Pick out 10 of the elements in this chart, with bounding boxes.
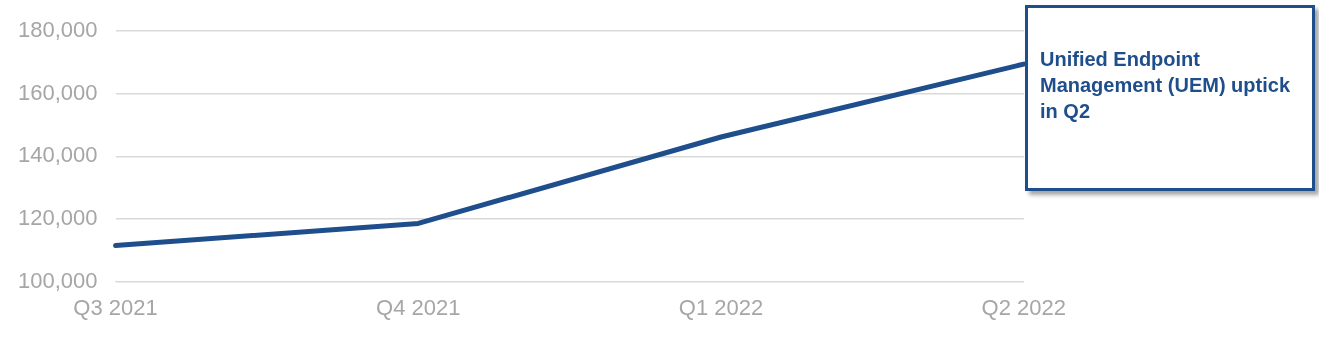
y-tick-label: 180,000 [17,17,98,43]
x-tick-label: Q4 2021 [376,294,461,320]
x-tick-label: Q2 2022 [981,294,1066,320]
x-tick-label: Q3 2021 [73,294,158,320]
y-tick-label: 120,000 [17,205,98,231]
y-tick-label: 140,000 [17,142,98,168]
text: Unified Endpoint Management (UEM) uptick in Q2 [1025,5,1315,191]
x-tick-label: Q1 2022 [678,294,764,320]
y-tick-label: 160,000 [17,79,98,105]
y-tick-label: 100,000 [17,267,98,293]
